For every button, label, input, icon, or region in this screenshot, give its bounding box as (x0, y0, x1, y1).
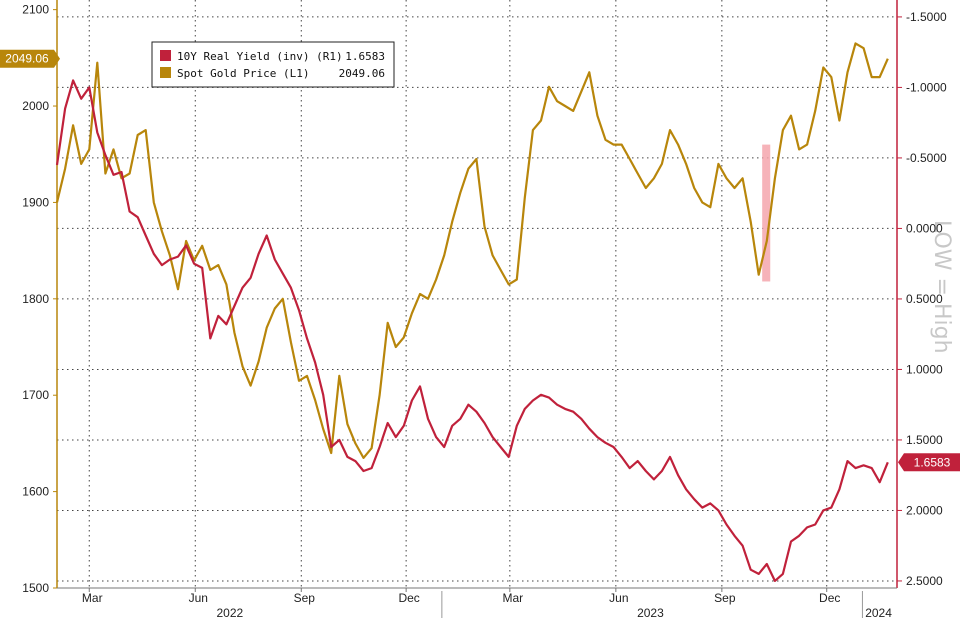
right-tick-label: 2.0000 (906, 503, 943, 517)
x-tick-label: Jun (189, 591, 208, 605)
value-tag-gold-text: 2049.06 (5, 52, 49, 66)
left-tick-label: 1800 (22, 292, 49, 306)
legend-value-real-yield: 1.6583 (345, 50, 385, 63)
x-tick-label: Mar (82, 591, 103, 605)
x-tick-label: Sep (714, 591, 736, 605)
value-tag-real-yield-arrow (898, 453, 904, 472)
left-tick-label: 1600 (22, 485, 49, 499)
series-line-gold (55, 42, 889, 459)
right-tick-label: 2.5000 (906, 574, 943, 588)
right-tick-label: 0.0000 (906, 221, 943, 235)
value-tag-gold (0, 49, 54, 68)
legend: 10Y Real Yield (inv) (R1) 1.6583 Spot Go… (151, 41, 395, 88)
x-tick-label: Jun (609, 591, 628, 605)
x-tick-label: Dec (398, 591, 419, 605)
right-tick-label: 0.5000 (906, 292, 943, 306)
legend-value-gold: 2049.06 (339, 67, 385, 80)
left-tick-label: 1900 (22, 195, 49, 209)
grid-lines (57, 0, 897, 588)
right-tick-label: -1.5000 (906, 10, 947, 24)
x-tick-label: Dec (819, 591, 840, 605)
highlight-rect (762, 144, 771, 282)
value-tag-gold-arrow (54, 49, 60, 68)
legend-label-real-yield: 10Y Real Yield (inv) (R1) (177, 50, 343, 63)
right-tick-label: 1.0000 (906, 362, 943, 376)
x-year-label: 2022 (216, 606, 243, 620)
left-tick-label: 2100 (22, 3, 49, 17)
right-tick-label: -0.5000 (906, 151, 947, 165)
x-year-label: 2024 (865, 606, 892, 620)
right-tick-label: 1.5000 (906, 433, 943, 447)
highlight-region (762, 144, 771, 282)
legend-swatch-gold (160, 67, 171, 78)
x-tick-label: Mar (503, 591, 524, 605)
value-tag-real-yield (904, 453, 960, 472)
series-lines (55, 42, 889, 583)
left-tick-label: 2000 (22, 99, 49, 113)
value-tags: 2049.06 1.6583 (0, 49, 960, 472)
legend-label-gold: Spot Gold Price (L1) (177, 67, 309, 80)
right-tick-label: -1.0000 (906, 80, 947, 94)
watermark-annotation: LOW = High (929, 220, 954, 354)
legend-swatch-real-yield (160, 50, 171, 61)
x-tick-label: Sep (294, 591, 316, 605)
left-tick-label: 1500 (22, 581, 49, 595)
legend-box (151, 41, 395, 88)
series-line-real-yield (55, 79, 889, 583)
value-tag-real-yield-text: 1.6583 (914, 455, 951, 469)
left-tick-label: 1700 (22, 388, 49, 402)
axes: 2100 2000 1900 1800 1700 1600 1500 -1.5000 -1.00… (22, 0, 947, 620)
x-year-label: 2023 (637, 606, 664, 620)
